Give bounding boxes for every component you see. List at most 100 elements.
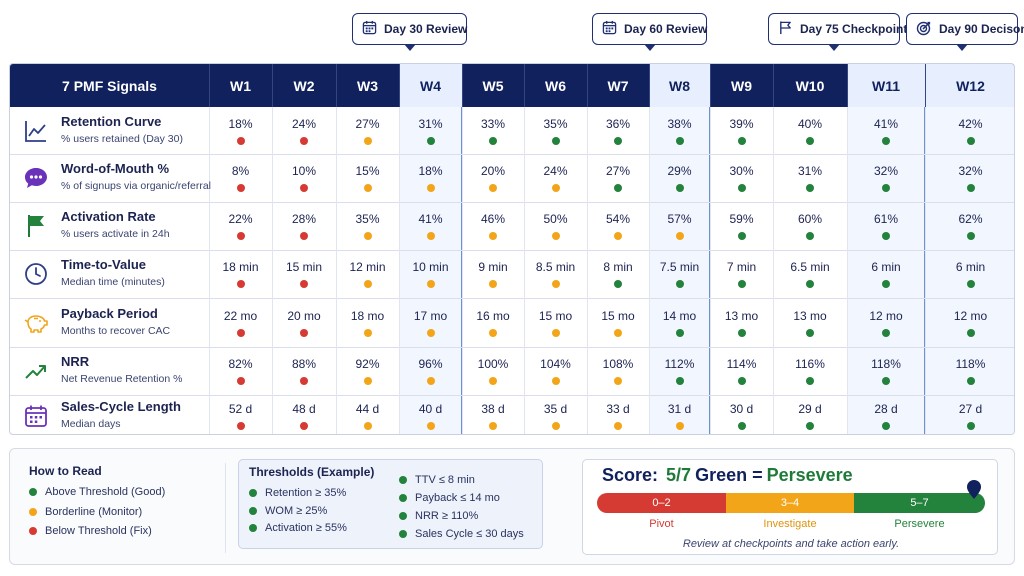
metric-cell[interactable]: 6 min bbox=[847, 250, 925, 298]
metric-cell[interactable]: 15 mo bbox=[524, 298, 587, 347]
metric-cell[interactable]: 8.5 min bbox=[524, 250, 587, 298]
metric-cell[interactable]: 118% bbox=[925, 347, 1014, 395]
metric-cell[interactable]: 40 d bbox=[399, 395, 462, 434]
metric-cell[interactable]: 27 d bbox=[925, 395, 1014, 434]
metric-cell[interactable]: 31% bbox=[773, 154, 847, 202]
checkpoint-day60[interactable]: Day 60 Review bbox=[592, 13, 707, 51]
metric-cell[interactable]: 7 min bbox=[710, 250, 773, 298]
metric-cell[interactable]: 13 mo bbox=[773, 298, 847, 347]
metric-cell[interactable]: 15 mo bbox=[587, 298, 649, 347]
metric-cell[interactable]: 12 mo bbox=[925, 298, 1014, 347]
metric-cell[interactable]: 60% bbox=[773, 202, 847, 250]
metric-cell[interactable]: 20% bbox=[462, 154, 524, 202]
metric-cell[interactable]: 36% bbox=[587, 107, 649, 154]
metric-cell[interactable]: 39% bbox=[710, 107, 773, 154]
metric-cell[interactable]: 35 d bbox=[524, 395, 587, 434]
header-week-w5[interactable]: W5 bbox=[482, 77, 504, 94]
metric-cell[interactable]: 9 min bbox=[462, 250, 524, 298]
metric-cell[interactable]: 6 min bbox=[925, 250, 1014, 298]
metric-cell[interactable]: 28 d bbox=[847, 395, 925, 434]
metric-cell[interactable]: 112% bbox=[649, 347, 710, 395]
metric-cell[interactable]: 114% bbox=[710, 347, 773, 395]
metric-cell[interactable]: 15 min bbox=[272, 250, 336, 298]
metric-cell[interactable]: 42% bbox=[925, 107, 1014, 154]
metric-cell[interactable]: 18% bbox=[399, 154, 462, 202]
header-week-w10[interactable]: W10 bbox=[795, 77, 825, 94]
metric-cell[interactable]: 35% bbox=[336, 202, 399, 250]
metric-cell[interactable]: 31% bbox=[399, 107, 462, 154]
metric-cell[interactable]: 6.5 min bbox=[773, 250, 847, 298]
header-week-w9[interactable]: W9 bbox=[731, 77, 752, 94]
metric-cell[interactable]: 13 mo bbox=[710, 298, 773, 347]
metric-cell[interactable]: 44 d bbox=[336, 395, 399, 434]
metric-cell[interactable]: 29 d bbox=[773, 395, 847, 434]
metric-cell[interactable]: 38 d bbox=[462, 395, 524, 434]
metric-cell[interactable]: 31 d bbox=[649, 395, 710, 434]
metric-cell[interactable]: 52 d bbox=[209, 395, 272, 434]
header-week-w6[interactable]: W6 bbox=[545, 77, 566, 94]
metric-cell[interactable]: 16 mo bbox=[462, 298, 524, 347]
metric-cell[interactable]: 14 mo bbox=[649, 298, 710, 347]
header-week-w4[interactable]: W4 bbox=[399, 64, 462, 107]
metric-cell[interactable]: 7.5 min bbox=[649, 250, 710, 298]
metric-cell[interactable]: 24% bbox=[272, 107, 336, 154]
metric-cell[interactable]: 15% bbox=[336, 154, 399, 202]
metric-cell[interactable]: 92% bbox=[336, 347, 399, 395]
metric-cell[interactable]: 18% bbox=[209, 107, 272, 154]
checkpoint-day75[interactable]: Day 75 Checkpoint bbox=[768, 13, 907, 51]
metric-cell[interactable]: 12 mo bbox=[847, 298, 925, 347]
metric-cell[interactable]: 17 mo bbox=[399, 298, 462, 347]
metric-cell[interactable]: 96% bbox=[399, 347, 462, 395]
metric-cell[interactable]: 30 d bbox=[710, 395, 773, 434]
metric-cell[interactable]: 118% bbox=[847, 347, 925, 395]
metric-cell[interactable]: 27% bbox=[587, 154, 649, 202]
metric-cell[interactable]: 57% bbox=[649, 202, 710, 250]
checkpoint-day90[interactable]: Day 90 Decison bbox=[906, 13, 1024, 51]
metric-cell[interactable]: 33 d bbox=[587, 395, 649, 434]
metric-cell[interactable]: 82% bbox=[209, 347, 272, 395]
metric-cell[interactable]: 100% bbox=[462, 347, 524, 395]
metric-cell[interactable]: 54% bbox=[587, 202, 649, 250]
metric-cell[interactable]: 22 mo bbox=[209, 298, 272, 347]
header-week-w12[interactable]: W12 bbox=[925, 64, 1014, 107]
metric-cell[interactable]: 18 min bbox=[209, 250, 272, 298]
header-week-w2[interactable]: W2 bbox=[293, 77, 315, 94]
header-week-w8[interactable]: W8 bbox=[649, 64, 710, 107]
metric-cell[interactable]: 41% bbox=[399, 202, 462, 250]
metric-cell[interactable]: 35% bbox=[524, 107, 587, 154]
metric-cell[interactable]: 61% bbox=[847, 202, 925, 250]
metric-cell[interactable]: 30% bbox=[710, 154, 773, 202]
metric-cell[interactable]: 41% bbox=[847, 107, 925, 154]
metric-cell[interactable]: 116% bbox=[773, 347, 847, 395]
metric-cell[interactable]: 20 mo bbox=[272, 298, 336, 347]
header-week-w3[interactable]: W3 bbox=[357, 77, 378, 94]
header-week-w11[interactable]: W11 bbox=[847, 64, 925, 107]
metric-cell[interactable]: 59% bbox=[710, 202, 773, 250]
metric-cell[interactable]: 62% bbox=[925, 202, 1014, 250]
metric-cell[interactable]: 10% bbox=[272, 154, 336, 202]
metric-cell[interactable]: 8 min bbox=[587, 250, 649, 298]
metric-cell[interactable]: 27% bbox=[336, 107, 399, 154]
metric-cell[interactable]: 88% bbox=[272, 347, 336, 395]
metric-cell[interactable]: 108% bbox=[587, 347, 649, 395]
metric-cell[interactable]: 32% bbox=[847, 154, 925, 202]
metric-cell[interactable]: 46% bbox=[462, 202, 524, 250]
metric-cell[interactable]: 12 min bbox=[336, 250, 399, 298]
metric-cell[interactable]: 24% bbox=[524, 154, 587, 202]
header-week-w1[interactable]: W1 bbox=[230, 77, 251, 94]
metric-cell[interactable]: 33% bbox=[462, 107, 524, 154]
header-week-w7[interactable]: W7 bbox=[607, 77, 629, 94]
metric-cell[interactable]: 104% bbox=[524, 347, 587, 395]
metric-cell[interactable]: 10 min bbox=[399, 250, 462, 298]
metric-cell[interactable]: 48 d bbox=[272, 395, 336, 434]
metric-cell[interactable]: 50% bbox=[524, 202, 587, 250]
metric-cell[interactable]: 28% bbox=[272, 202, 336, 250]
metric-cell[interactable]: 40% bbox=[773, 107, 847, 154]
metric-cell[interactable]: 18 mo bbox=[336, 298, 399, 347]
checkpoint-day30[interactable]: Day 30 Review bbox=[352, 13, 467, 51]
metric-cell[interactable]: 32% bbox=[925, 154, 1014, 202]
metric-cell[interactable]: 22% bbox=[209, 202, 272, 250]
metric-cell[interactable]: 8% bbox=[209, 154, 272, 202]
metric-cell[interactable]: 38% bbox=[649, 107, 710, 154]
metric-cell[interactable]: 29% bbox=[649, 154, 710, 202]
